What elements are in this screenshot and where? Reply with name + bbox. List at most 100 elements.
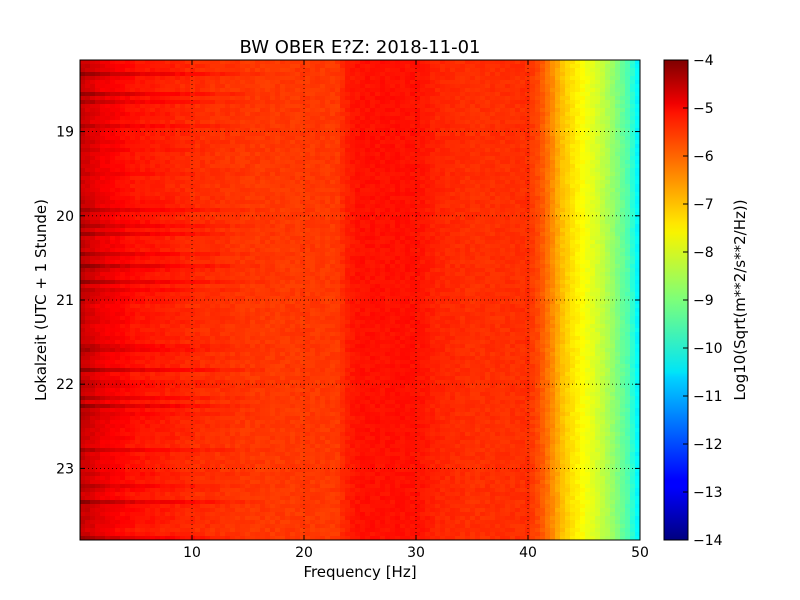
heatmap-cell [325,228,331,233]
heatmap-cell [165,176,171,181]
heatmap-cell [555,164,561,169]
heatmap-cell [415,228,421,233]
heatmap-cell [210,84,216,89]
heatmap-cell [160,76,166,81]
heatmap-cell [410,208,416,213]
heatmap-cell [265,220,271,225]
heatmap-cell [370,236,376,241]
heatmap-cell [175,116,181,121]
heatmap-cell [620,76,626,81]
heatmap-cell [115,152,121,157]
heatmap-cell [580,184,586,189]
heatmap-cell [565,160,571,165]
heatmap-cell [495,188,501,193]
heatmap-cell [105,64,111,69]
heatmap-cell [590,200,596,205]
heatmap-cell [395,216,401,221]
heatmap-cell [180,180,186,185]
heatmap-cell [245,80,251,85]
heatmap-cell [465,188,471,193]
heatmap-cell [95,84,101,89]
heatmap-cell [280,60,286,65]
heatmap-cell [460,72,466,77]
heatmap-cell [465,228,471,233]
heatmap-cell [270,60,276,65]
heatmap-cell [275,104,281,109]
heatmap-cell [490,152,496,157]
heatmap-cell [480,80,486,85]
heatmap-cell [445,60,451,65]
heatmap-cell [220,72,226,77]
heatmap-cell [170,68,176,73]
heatmap-cell [575,136,581,141]
heatmap-cell [605,216,611,221]
heatmap-cell [535,72,541,77]
heatmap-cell [445,192,451,197]
heatmap-cell [625,140,631,145]
heatmap-cell [635,132,640,137]
heatmap-cell [450,104,456,109]
heatmap-cell [170,176,176,181]
heatmap-cell [635,68,640,73]
heatmap-cell [620,176,626,181]
heatmap-cell [190,128,196,133]
heatmap-cell [90,152,96,157]
heatmap-cell [185,144,191,149]
heatmap-cell [275,100,281,105]
heatmap-cell [335,104,341,109]
heatmap-cell [160,224,166,229]
heatmap-cell [110,132,116,137]
heatmap-cell [395,136,401,141]
heatmap-cell [460,116,466,121]
heatmap-cell [400,116,406,121]
heatmap-cell [115,64,121,69]
heatmap-cell [100,68,106,73]
heatmap-cell [365,60,371,65]
heatmap-cell [115,76,121,81]
heatmap-cell [90,112,96,117]
heatmap-cell [355,156,361,161]
heatmap-cell [580,108,586,113]
heatmap-cell [115,120,121,125]
heatmap-cell [100,60,106,65]
heatmap-cell [625,232,631,237]
heatmap-cell [540,140,546,145]
heatmap-cell [305,236,311,241]
heatmap-cell [110,148,116,153]
heatmap-cell [270,104,276,109]
heatmap-cell [170,208,176,213]
heatmap-cell [140,156,146,161]
heatmap-cell [465,220,471,225]
heatmap-cell [620,72,626,77]
heatmap-cell [470,220,476,225]
heatmap-cell [370,80,376,85]
heatmap-cell [305,172,311,177]
heatmap-cell [85,156,91,161]
heatmap-cell [565,192,571,197]
heatmap-cell [200,180,206,185]
heatmap-cell [290,200,296,205]
heatmap-cell [95,176,101,181]
heatmap-cell [110,188,116,193]
heatmap-cell [280,188,286,193]
heatmap-cell [225,164,231,169]
heatmap-cell [365,116,371,121]
heatmap-cell [225,140,231,145]
heatmap-cell [175,216,181,221]
heatmap-cell [415,108,421,113]
heatmap-cell [95,132,101,137]
heatmap-cell [585,212,591,217]
heatmap-cell [155,148,161,153]
heatmap-cell [440,232,446,237]
heatmap-cell [270,108,276,113]
heatmap-cell [445,68,451,73]
heatmap-cell [160,80,166,85]
heatmap-cell [270,216,276,221]
heatmap-cell [480,140,486,145]
heatmap-cell [275,96,281,101]
heatmap-cell [360,168,366,173]
heatmap-cell [275,112,281,117]
heatmap-cell [470,68,476,73]
heatmap-cell [545,76,551,81]
heatmap-cell [625,72,631,77]
